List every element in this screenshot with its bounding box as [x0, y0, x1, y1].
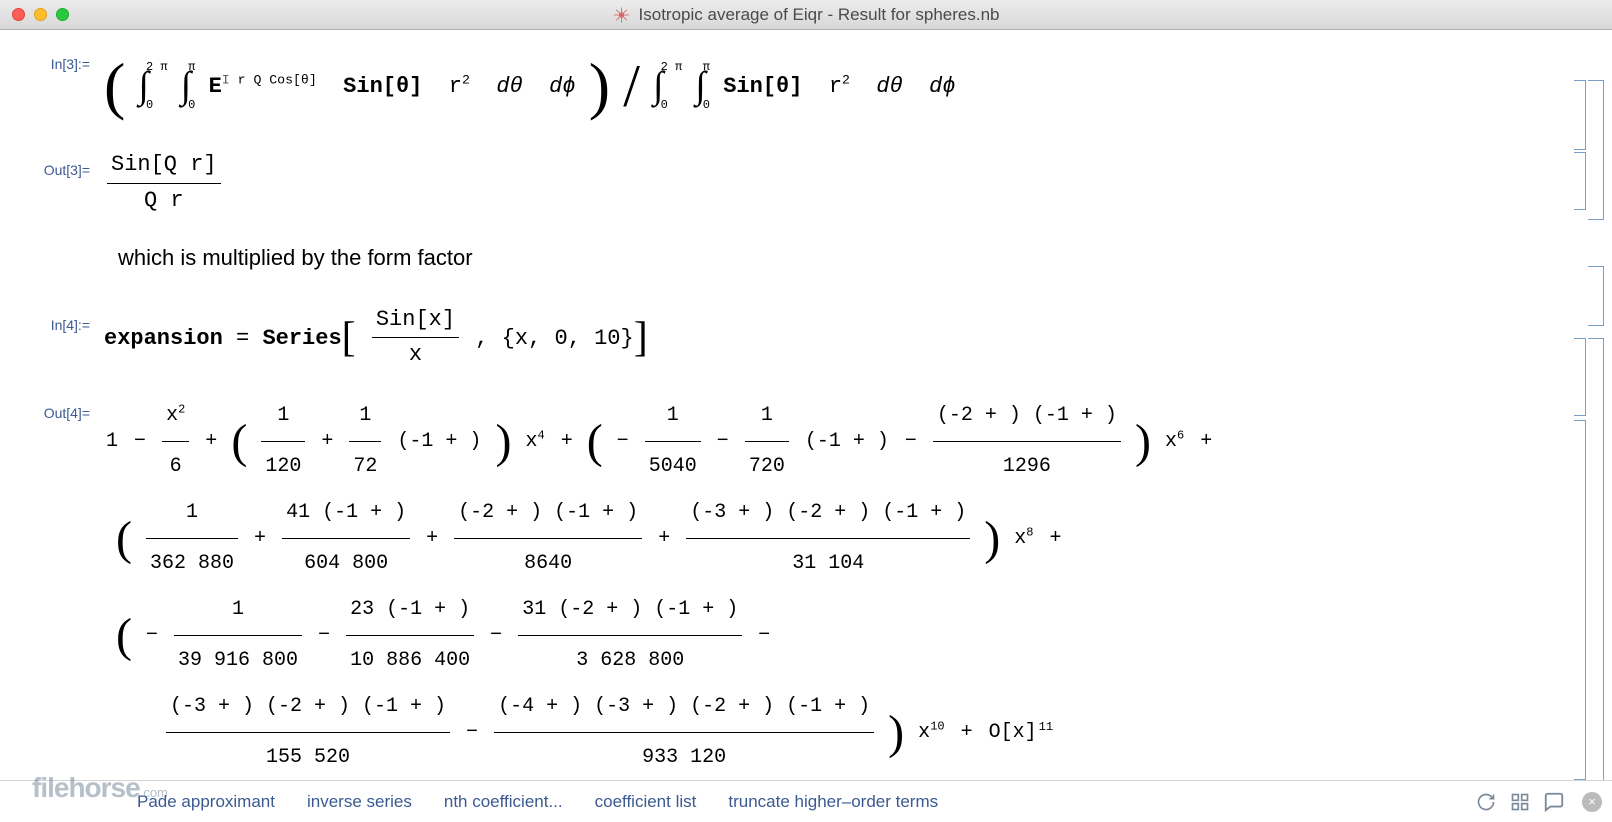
dtheta-2: dθ: [876, 74, 902, 99]
suggestion-3[interactable]: inverse series: [292, 785, 427, 819]
in4-den: x: [372, 338, 459, 371]
suggestion-0[interactable]: truncate higher–order terms: [713, 785, 953, 819]
input-cell-4[interactable]: In[4]:= expansion = Series[ Sin[x]x , {x…: [0, 291, 1612, 380]
minimize-window-button[interactable]: [34, 8, 47, 21]
window-title: Isotropic average of Eiqr - Result for s…: [613, 5, 1000, 25]
lead-1: 1: [106, 419, 118, 465]
grid-icon[interactable]: [1506, 788, 1534, 816]
in4-lhs: expansion: [104, 326, 223, 351]
exp-rest: r Q Cos[θ]: [230, 72, 317, 87]
exp-base: E: [209, 74, 222, 99]
titlebar: Isotropic average of Eiqr - Result for s…: [0, 0, 1612, 30]
out3-content: Sin[Q r]Q r: [104, 144, 1552, 217]
big-o: O[x]: [989, 710, 1037, 756]
out3-num: Sin[Q r]: [107, 150, 221, 184]
cell-label-in3: In[3]:=: [12, 38, 104, 72]
in4-eq: =: [223, 326, 263, 351]
close-suggestions-button[interactable]: ×: [1582, 792, 1602, 812]
r-exp-2: 2: [842, 72, 850, 87]
limit: 0: [661, 99, 683, 111]
window-title-text: Isotropic average of Eiqr - Result for s…: [639, 5, 1000, 25]
output-cell-3: Out[3]= Sin[Q r]Q r: [0, 136, 1612, 225]
in4-series: Series: [262, 326, 341, 351]
suggestion-bar: Pade approximantinverse seriesnth coeffi…: [0, 780, 1612, 822]
out4-content: 1 − x26 + ( 1120 + 172 (-1 + ) ) x4 + ( …: [104, 387, 1552, 780]
in4-range: , {x, 0, 10}: [475, 326, 633, 351]
suggestion-4[interactable]: Pade approximant: [122, 785, 290, 819]
in3-content: ( ∫2 π0 ∫π0 EI r Q Cos[θ] Sin[θ] r2 dθ d…: [104, 38, 1552, 128]
cell-label-out3: Out[3]=: [12, 144, 104, 178]
dphi: dϕ: [549, 74, 575, 99]
cell-label-out4: Out[4]=: [12, 387, 104, 421]
chat-icon[interactable]: [1540, 788, 1568, 816]
output-cell-4: Out[4]= 1 − x26 + ( 1120 + 172 (-1 + ) )…: [0, 379, 1612, 780]
r-2: r: [829, 74, 842, 99]
limit: 0: [146, 99, 168, 111]
limit: 0: [188, 99, 195, 111]
input-cell-3[interactable]: In[3]:= ( ∫2 π0 ∫π0 EI r Q Cos[θ] Sin[θ]…: [0, 30, 1612, 136]
r: r: [449, 74, 462, 99]
in4-content: expansion = Series[ Sin[x]x , {x, 0, 10}…: [104, 299, 1552, 372]
exp-i: I: [222, 72, 230, 87]
suggestion-1[interactable]: coefficient list: [580, 785, 712, 819]
sin-theta: Sin[θ]: [343, 74, 422, 99]
notebook-area[interactable]: In[3]:= ( ∫2 π0 ∫π0 EI r Q Cos[θ] Sin[θ]…: [0, 30, 1612, 780]
r-exp: 2: [462, 72, 470, 87]
limit: 2 π: [661, 61, 683, 73]
sin-theta-2: Sin[θ]: [723, 74, 802, 99]
dphi-2: dϕ: [929, 74, 955, 99]
out3-den: Q r: [107, 184, 221, 217]
text-cell[interactable]: which is multiplied by the form factor: [0, 225, 1612, 291]
in4-num: Sin[x]: [372, 305, 459, 339]
refresh-icon[interactable]: [1472, 788, 1500, 816]
window-traffic-lights: [12, 8, 69, 21]
app-icon: [613, 6, 631, 24]
cell-label-in4: In[4]:=: [12, 299, 104, 333]
limit: 0: [703, 99, 710, 111]
suggestion-2[interactable]: nth coefficient...: [429, 785, 578, 819]
zoom-window-button[interactable]: [56, 8, 69, 21]
dtheta: dθ: [496, 74, 522, 99]
limit: 2 π: [146, 61, 168, 73]
close-window-button[interactable]: [12, 8, 25, 21]
limit: π: [703, 61, 710, 73]
limit: π: [188, 61, 195, 73]
